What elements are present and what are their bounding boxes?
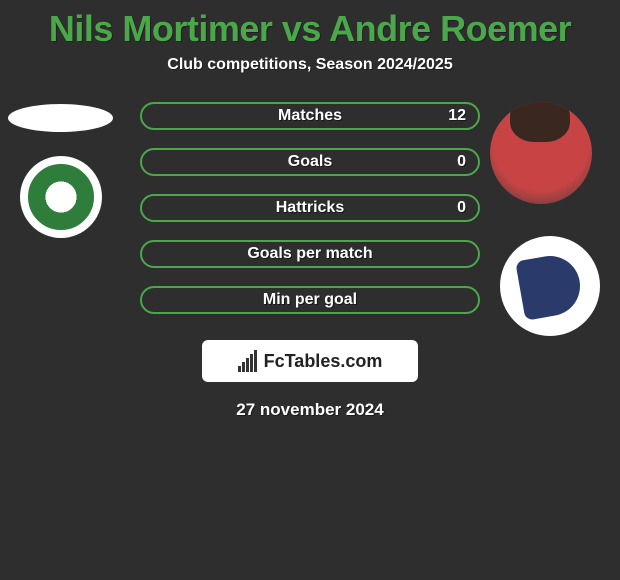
stat-row-goals-per-match: Goals per match xyxy=(140,240,480,268)
stat-label: Hattricks xyxy=(276,199,344,217)
stat-value-right: 12 xyxy=(448,107,466,125)
comparison-title: Nils Mortimer vs Andre Roemer xyxy=(0,0,620,50)
stat-row-goals: Goals 0 xyxy=(140,148,480,176)
brand-watermark[interactable]: FcTables.com xyxy=(202,340,418,382)
stat-row-min-per-goal: Min per goal xyxy=(140,286,480,314)
stat-row-hattricks: Hattricks 0 xyxy=(140,194,480,222)
stat-label: Matches xyxy=(278,107,342,125)
stat-label: Goals xyxy=(288,153,332,171)
stats-list: Matches 12 Goals 0 Hattricks 0 Goals per… xyxy=(140,102,480,314)
viborg-badge-icon xyxy=(28,164,94,230)
stat-value-right: 0 xyxy=(457,199,466,217)
stat-row-matches: Matches 12 xyxy=(140,102,480,130)
snapshot-date: 27 november 2024 xyxy=(0,400,620,420)
bar-chart-icon xyxy=(238,350,260,372)
player-left-avatar xyxy=(8,104,113,132)
player-left-club-badge xyxy=(20,156,102,238)
player-right-avatar xyxy=(490,102,592,204)
brand-text: FcTables.com xyxy=(264,351,383,372)
stat-label: Min per goal xyxy=(263,291,357,309)
stat-value-right: 0 xyxy=(457,153,466,171)
comparison-body: Matches 12 Goals 0 Hattricks 0 Goals per… xyxy=(0,102,620,420)
player-right-club-badge xyxy=(500,236,600,336)
randers-badge-icon xyxy=(515,251,585,321)
stat-label: Goals per match xyxy=(247,245,372,263)
comparison-subtitle: Club competitions, Season 2024/2025 xyxy=(0,56,620,74)
